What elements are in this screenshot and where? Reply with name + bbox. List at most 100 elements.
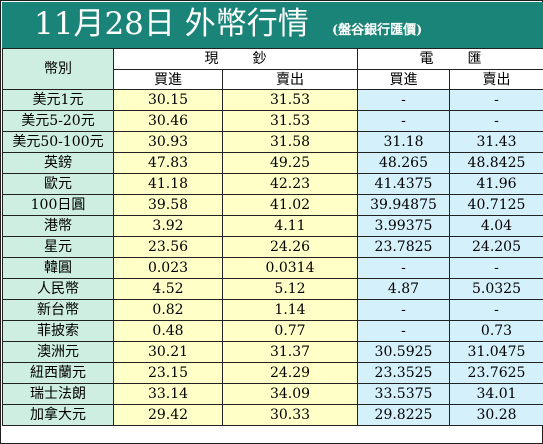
- transfer-buy-cell: 30.5925: [357, 341, 450, 363]
- cash-sell-cell: 31.53: [222, 89, 358, 111]
- transfer-buy-cell: 48.265: [357, 152, 450, 174]
- transfer-sell-cell: 4.04: [449, 215, 543, 237]
- title-banner: 11月28日 外幣行情 (盤谷銀行匯價): [2, 2, 543, 48]
- transfer-buy-cell: 23.7825: [357, 236, 450, 258]
- transfer-buy-cell: -: [357, 89, 450, 111]
- cash-buy-cell: 30.15: [113, 89, 223, 111]
- rate-row: 加拿大元 29.42 30.33 29.8225 30.28: [2, 404, 543, 426]
- transfer-buy-cell: 33.5375: [357, 383, 450, 405]
- cash-sell-cell: 24.26: [222, 236, 358, 258]
- currency-name-cell: 菲披索: [2, 320, 114, 342]
- currency-name-cell: 港幣: [2, 215, 114, 237]
- currency-name-cell: 美元1元: [2, 89, 114, 111]
- rate-row: 歐元 41.18 42.23 41.4375 41.96: [2, 173, 543, 195]
- transfer-group-header: 電匯: [357, 48, 543, 70]
- cash-sell-cell: 0.0314: [222, 257, 358, 279]
- cash-buy-header: 買進: [113, 69, 223, 90]
- transfer-buy-cell: -: [357, 110, 450, 132]
- transfer-sell-cell: 40.7125: [449, 194, 543, 216]
- transfer-sell-cell: -: [449, 299, 543, 321]
- transfer-sell-cell: 31.0475: [449, 341, 543, 363]
- header-row-groups: 幣別 現鈔 電匯: [2, 48, 543, 90]
- transfer-buy-header: 買進: [357, 69, 450, 90]
- cash-buy-cell: 30.93: [113, 131, 223, 153]
- cash-sell-cell: 41.02: [222, 194, 358, 216]
- currency-name-cell: 英鎊: [2, 152, 114, 174]
- cash-sell-cell: 0.77: [222, 320, 358, 342]
- transfer-buy-cell: -: [357, 257, 450, 279]
- rate-row: 新台幣 0.82 1.14- -: [2, 299, 543, 321]
- exchange-rate-table: 幣別 現鈔 電匯 買進 賣出 買進 賣出 美元1元 30.15 31.53- - 美元5…: [2, 48, 543, 426]
- header-row-columns: 買進 賣出 買進 賣出: [3, 69, 543, 90]
- transfer-sell-cell: 41.96: [449, 173, 543, 195]
- cash-buy-cell: 3.92: [113, 215, 223, 237]
- transfer-buy-cell: 41.4375: [357, 173, 450, 195]
- cash-buy-cell: 0.48: [113, 320, 223, 342]
- rate-row: 英鎊 47.83 49.25 48.265 48.8425: [2, 152, 543, 174]
- transfer-buy-cell: 23.3525: [357, 362, 450, 384]
- cash-sell-cell: 42.23: [222, 173, 358, 195]
- currency-column-header: 幣別: [2, 48, 114, 90]
- transfer-sell-cell: 0.73: [449, 320, 543, 342]
- transfer-sell-cell: 5.0325: [449, 278, 543, 300]
- rate-row: 人民幣 4.52 5.12 4.87 5.0325: [2, 278, 543, 300]
- currency-name-cell: 歐元: [2, 173, 114, 195]
- cash-buy-cell: 33.14: [113, 383, 223, 405]
- rate-row: 瑞士法朗 33.14 34.09 33.5375 34.01: [2, 383, 543, 405]
- currency-name-cell: 新台幣: [2, 299, 114, 321]
- transfer-sell-cell: -: [449, 89, 543, 111]
- transfer-buy-cell: 39.94875: [357, 194, 450, 216]
- rate-row: 星元 23.56 24.26 23.7825 24.205: [2, 236, 543, 258]
- cash-buy-cell: 0.023: [113, 257, 223, 279]
- currency-name-cell: 澳洲元: [2, 341, 114, 363]
- transfer-sell-cell: 23.7625: [449, 362, 543, 384]
- transfer-buy-cell: 29.8225: [357, 404, 450, 426]
- cash-sell-cell: 31.58: [222, 131, 358, 153]
- transfer-sell-cell: -: [449, 110, 543, 132]
- cash-group-header: 現鈔: [113, 48, 358, 70]
- currency-name-cell: 加拿大元: [2, 404, 114, 426]
- cash-sell-cell: 31.37: [222, 341, 358, 363]
- cash-sell-cell: 34.09: [222, 383, 358, 405]
- transfer-sell-cell: 48.8425: [449, 152, 543, 174]
- currency-name-cell: 人民幣: [2, 278, 114, 300]
- rate-row: 紐西蘭元 23.15 24.29 23.3525 23.7625: [2, 362, 543, 384]
- transfer-buy-cell: 31.18: [357, 131, 450, 153]
- rate-row: 100日圓 39.58 41.02 39.94875 40.7125: [2, 194, 543, 216]
- cash-sell-cell: 24.29: [222, 362, 358, 384]
- transfer-sell-header: 賣出: [449, 69, 543, 90]
- cash-sell-cell: 31.53: [222, 110, 358, 132]
- transfer-sell-cell: 24.205: [449, 236, 543, 258]
- rate-row: 美元50-100元 30.93 31.58 31.18 31.43: [2, 131, 543, 153]
- cash-buy-cell: 41.18: [113, 173, 223, 195]
- cash-buy-cell: 23.15: [113, 362, 223, 384]
- currency-name-cell: 美元50-100元: [2, 131, 114, 153]
- currency-name-cell: 星元: [2, 236, 114, 258]
- cash-sell-cell: 49.25: [222, 152, 358, 174]
- cash-buy-cell: 4.52: [113, 278, 223, 300]
- rate-row: 港幣 3.92 4.11 3.99375 4.04: [2, 215, 543, 237]
- transfer-buy-cell: -: [357, 299, 450, 321]
- transfer-sell-cell: 31.43: [449, 131, 543, 153]
- cash-buy-cell: 23.56: [113, 236, 223, 258]
- transfer-buy-cell: 4.87: [357, 278, 450, 300]
- cash-sell-header: 賣出: [222, 69, 358, 90]
- rate-row: 美元5-20元 30.46 31.53- -: [2, 110, 543, 132]
- cash-buy-cell: 30.46: [113, 110, 223, 132]
- currency-name-cell: 100日圓: [2, 194, 114, 216]
- cash-buy-cell: 30.21: [113, 341, 223, 363]
- cash-sell-cell: 5.12: [222, 278, 358, 300]
- cash-sell-cell: 1.14: [222, 299, 358, 321]
- transfer-sell-cell: 30.28: [449, 404, 543, 426]
- cash-sell-cell: 30.33: [222, 404, 358, 426]
- transfer-sell-cell: 34.01: [449, 383, 543, 405]
- transfer-sell-cell: -: [449, 257, 543, 279]
- rate-row: 韓圓 0.023 0.0314- -: [2, 257, 543, 279]
- currency-name-cell: 美元5-20元: [2, 110, 114, 132]
- cash-buy-cell: 29.42: [113, 404, 223, 426]
- cash-buy-cell: 47.83: [113, 152, 223, 174]
- transfer-buy-cell: 3.99375: [357, 215, 450, 237]
- currency-name-cell: 瑞士法朗: [2, 383, 114, 405]
- source-note: (盤谷銀行匯價): [332, 23, 423, 38]
